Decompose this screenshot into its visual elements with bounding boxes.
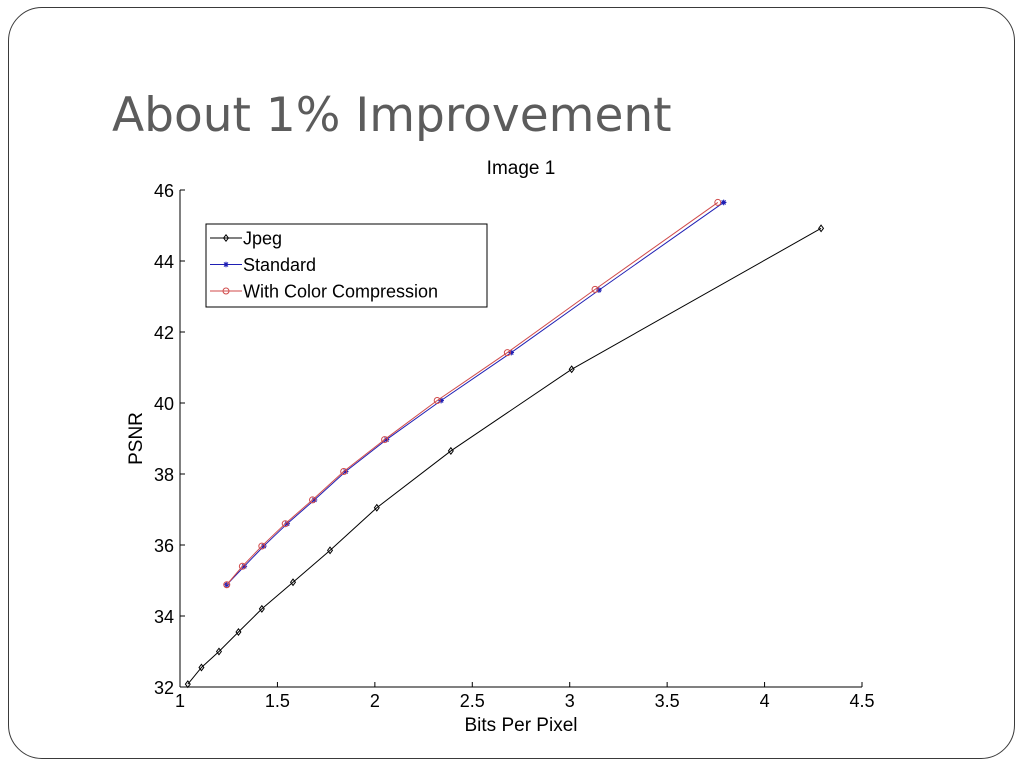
y-tick-label: 34	[154, 607, 174, 627]
series-jpeg	[184, 224, 825, 689]
series-line-jpeg	[187, 227, 822, 685]
legend-entry-jpeg: Jpeg	[210, 229, 282, 249]
legend: Jpeg Standard With Color Compression	[205, 223, 488, 308]
data-point-standard	[260, 543, 267, 549]
data-point-standard	[284, 520, 290, 527]
data-point-standard	[342, 468, 349, 475]
y-tick-label: 46	[154, 181, 174, 201]
data-point-standard	[438, 397, 444, 404]
data-point-with-color-compression	[714, 198, 722, 206]
data-point-jpeg	[568, 365, 575, 374]
legend-entry-with-color-compression: With Color Compression	[210, 282, 438, 302]
data-point-standard	[383, 436, 390, 443]
data-point-standard	[596, 287, 602, 293]
series-layer	[184, 198, 825, 689]
legend-swatch-marker	[222, 233, 230, 243]
legend-label: With Color Compression	[243, 282, 438, 302]
data-point-jpeg	[447, 446, 454, 455]
data-point-with-color-compression	[238, 562, 246, 570]
data-point-jpeg	[215, 647, 222, 656]
legend-entry-standard: Standard	[210, 255, 316, 275]
data-point-with-color-compression	[433, 397, 441, 405]
data-point-with-color-compression	[281, 520, 289, 528]
y-tick-label: 44	[154, 252, 174, 272]
x-tick-label: 4.5	[849, 691, 874, 711]
data-point-with-color-compression	[381, 436, 389, 444]
data-point-standard	[311, 497, 318, 503]
data-point-with-color-compression	[503, 349, 511, 357]
x-tick-label: 1	[175, 691, 185, 711]
data-point-jpeg	[235, 627, 242, 637]
x-tick-label: 4	[760, 691, 770, 711]
data-point-standard	[508, 349, 515, 356]
data-point-jpeg	[289, 578, 297, 587]
legend-swatch-marker	[223, 261, 229, 268]
data-point-with-color-compression	[258, 542, 266, 550]
data-point-with-color-compression	[309, 496, 317, 504]
legend-label: Standard	[243, 255, 316, 275]
y-tick-label: 40	[154, 394, 174, 414]
data-point-jpeg	[258, 604, 265, 613]
series-line-with-color-compression	[226, 202, 719, 586]
chart-title: Image 1	[487, 158, 556, 179]
y-tick-label: 36	[154, 536, 174, 556]
slide-title: About 1% Improvement	[112, 88, 672, 143]
x-tick-label: 2.5	[460, 691, 485, 711]
series-with-color-compression	[223, 198, 722, 589]
y-tick-label: 38	[154, 465, 174, 485]
data-point-jpeg	[373, 503, 380, 512]
y-tick-label: 32	[154, 678, 174, 698]
data-point-standard	[241, 563, 248, 570]
data-point-jpeg	[198, 663, 205, 672]
legend-label: Jpeg	[243, 229, 282, 249]
series-standard	[223, 199, 727, 588]
data-point-jpeg	[327, 546, 334, 555]
data-point-with-color-compression	[223, 581, 231, 589]
y-tick-label: 42	[154, 323, 174, 343]
x-axis-label: Bits Per Pixel	[465, 715, 578, 736]
x-tick-label: 2	[370, 691, 380, 711]
data-point-with-color-compression	[340, 468, 348, 476]
legend-swatch-marker	[222, 287, 230, 295]
y-axis-label: PSNR	[126, 412, 147, 465]
chart-axes: 1 1.5 2 2.5 3 3.5 4 4.5 32 34 36 38 40 42 44 46	[154, 181, 875, 711]
x-tick-label: 3	[565, 691, 575, 711]
data-point-with-color-compression	[591, 285, 599, 293]
data-point-standard	[720, 199, 727, 206]
data-point-jpeg	[184, 680, 191, 689]
x-tick-label: 1.5	[265, 691, 290, 711]
x-tick-label: 3.5	[655, 691, 680, 711]
data-point-jpeg	[818, 224, 825, 233]
legend-box	[205, 223, 488, 308]
